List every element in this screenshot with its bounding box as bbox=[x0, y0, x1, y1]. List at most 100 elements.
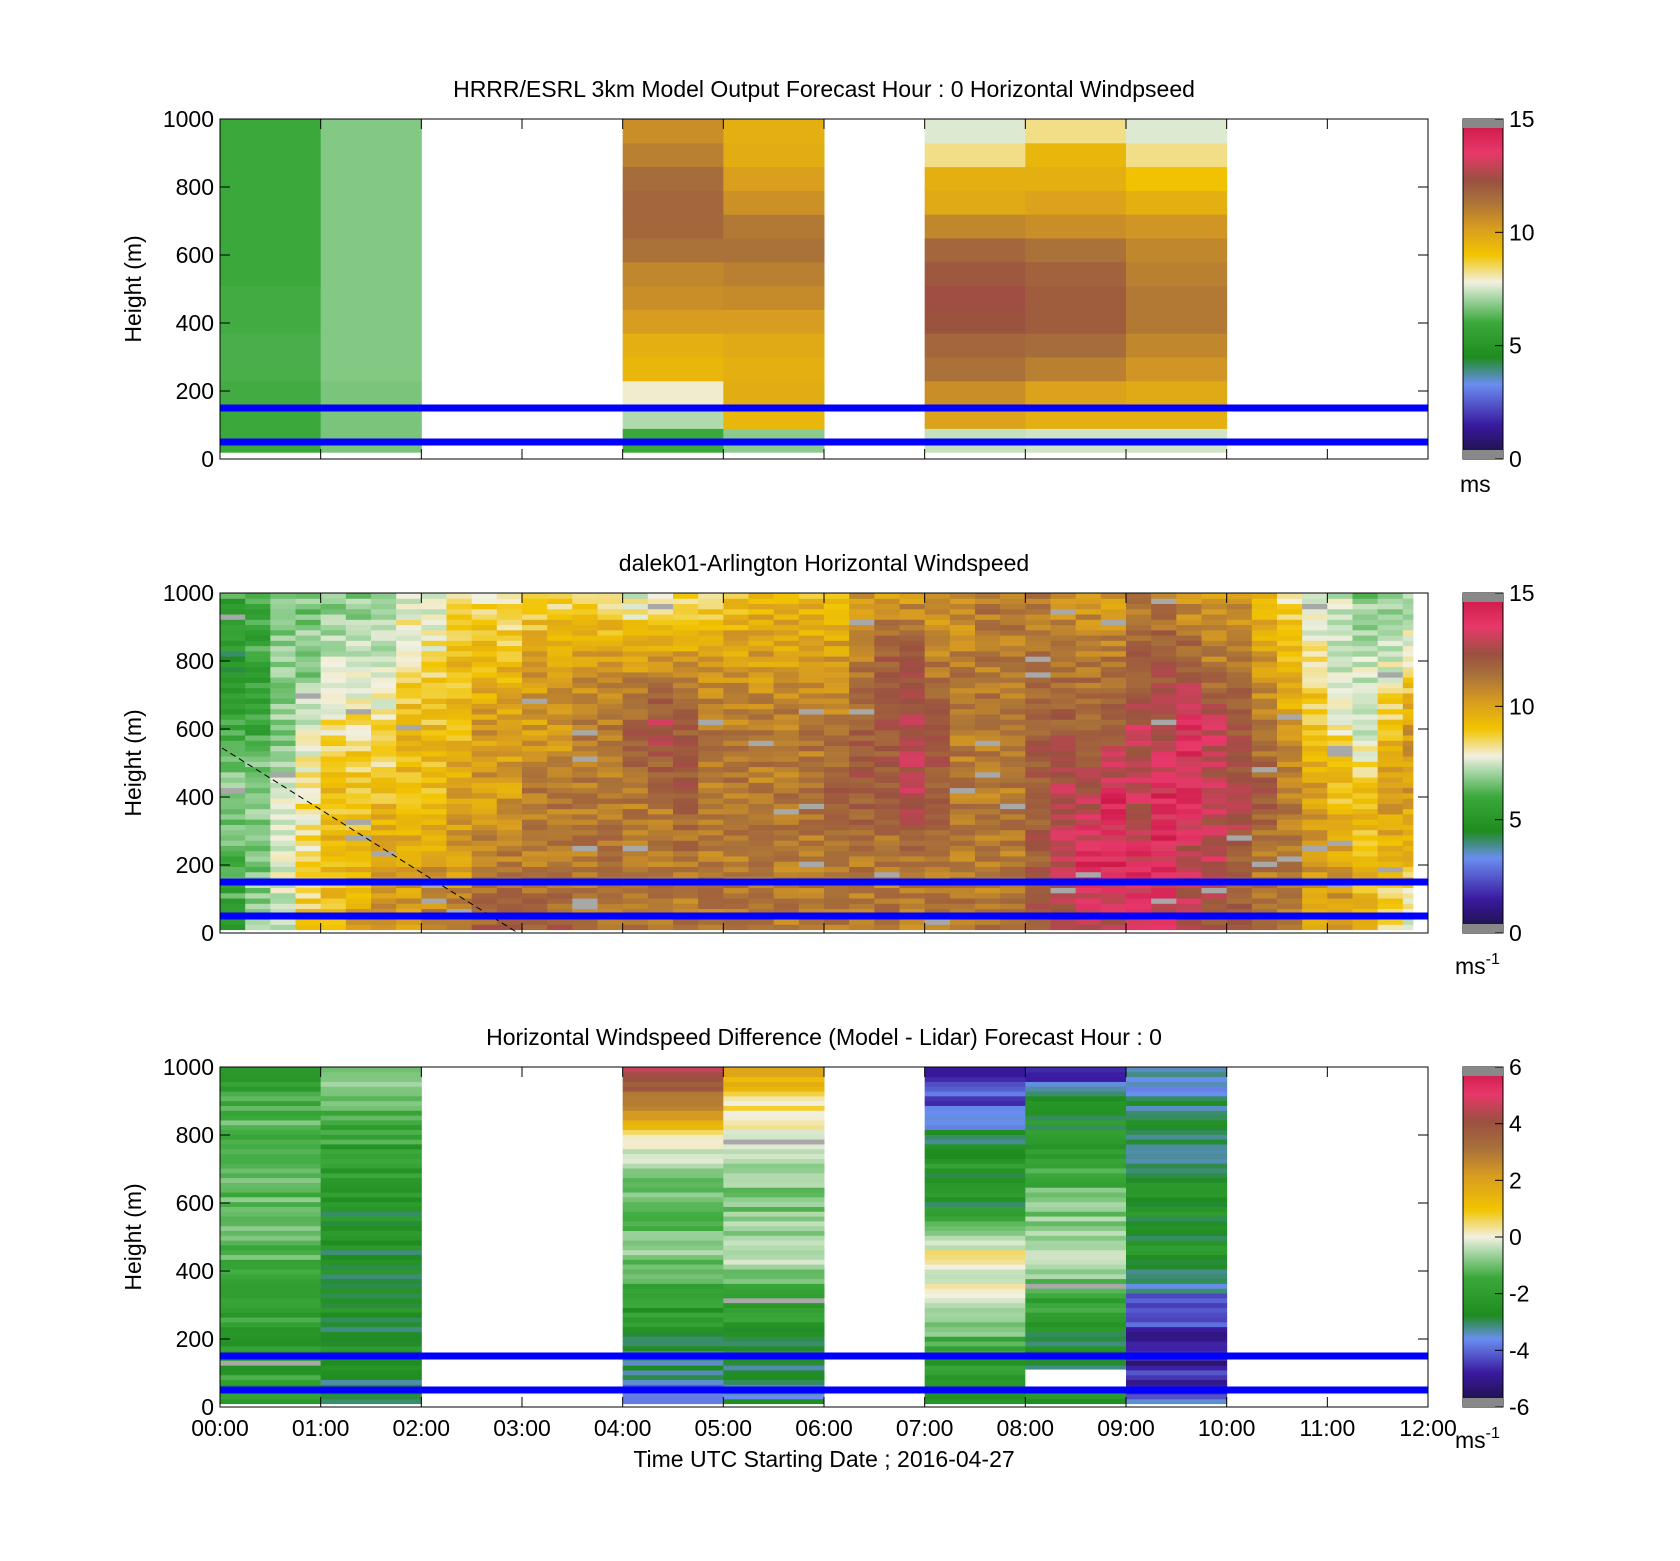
heatmap-cell bbox=[975, 603, 1001, 610]
heatmap-cell bbox=[824, 703, 850, 710]
heatmap-cell bbox=[1277, 713, 1303, 720]
heatmap-cell bbox=[1126, 766, 1152, 773]
heatmap-cell bbox=[547, 740, 573, 747]
heatmap-cell bbox=[1277, 782, 1303, 789]
heatmap-cell bbox=[320, 1196, 422, 1203]
heatmap-cell bbox=[622, 1163, 724, 1169]
heatmap-cell bbox=[245, 829, 271, 836]
heatmap-cell bbox=[1126, 682, 1152, 689]
heatmap-cell bbox=[1075, 724, 1102, 731]
heatmap-cell bbox=[698, 692, 724, 699]
heatmap-cell bbox=[1050, 871, 1077, 878]
heatmap-cell bbox=[1126, 761, 1152, 768]
heatmap-cell bbox=[1151, 808, 1177, 815]
heatmap-cell bbox=[245, 761, 271, 768]
heatmap-cell bbox=[320, 593, 347, 599]
heatmap-cell bbox=[1025, 640, 1051, 647]
heatmap-cell bbox=[622, 190, 724, 215]
heatmap-cell bbox=[1352, 866, 1379, 873]
heatmap-cell bbox=[1352, 824, 1379, 831]
heatmap-cell bbox=[1176, 745, 1202, 752]
y-tick-label: 1000 bbox=[163, 580, 214, 606]
heatmap-cell bbox=[849, 855, 875, 862]
heatmap-cell bbox=[748, 761, 775, 768]
heatmap-cell bbox=[295, 724, 322, 731]
heatmap-cell bbox=[522, 656, 548, 662]
heatmap-cell bbox=[773, 892, 800, 899]
heatmap-cell bbox=[597, 887, 624, 894]
heatmap-cell bbox=[849, 619, 875, 626]
heatmap-cell bbox=[673, 771, 699, 778]
heatmap-cell bbox=[1126, 724, 1152, 731]
heatmap-cell bbox=[572, 903, 598, 910]
y-tick-label: 800 bbox=[176, 1122, 214, 1148]
heatmap-cell bbox=[345, 640, 372, 647]
heatmap-cell bbox=[622, 1158, 724, 1164]
heatmap-cell bbox=[471, 803, 498, 810]
colorbar-tick-label: 15 bbox=[1509, 106, 1535, 132]
heatmap-cell bbox=[1025, 924, 1051, 931]
heatmap-cell bbox=[320, 661, 347, 668]
heatmap-cell bbox=[220, 1115, 322, 1121]
heatmap-cell bbox=[1402, 829, 1414, 836]
heatmap-cell bbox=[849, 640, 875, 647]
heatmap-cell bbox=[220, 1167, 322, 1174]
heatmap-cell bbox=[1100, 861, 1127, 867]
heatmap-cell bbox=[849, 756, 875, 762]
heatmap-cell bbox=[371, 598, 397, 605]
heatmap-cell bbox=[245, 771, 271, 778]
heatmap-cell bbox=[1176, 813, 1202, 820]
heatmap-cell bbox=[371, 614, 397, 620]
heatmap-cell bbox=[446, 803, 473, 810]
heatmap-cell bbox=[949, 619, 976, 626]
heatmap-cell bbox=[1025, 1398, 1127, 1405]
heatmap-cell bbox=[522, 829, 548, 836]
heatmap-cell bbox=[1277, 919, 1303, 925]
heatmap-cell bbox=[1126, 1220, 1228, 1227]
heatmap-cell bbox=[1402, 908, 1414, 915]
missing-data bbox=[1025, 1369, 1126, 1390]
heatmap-cell bbox=[1000, 666, 1026, 673]
heatmap-cell bbox=[1352, 729, 1379, 736]
heatmap-cell bbox=[220, 1086, 322, 1092]
heatmap-cell bbox=[371, 924, 397, 931]
heatmap-cell bbox=[1402, 713, 1414, 720]
heatmap-cell bbox=[496, 756, 523, 762]
heatmap-cell bbox=[1025, 766, 1051, 773]
heatmap-cell bbox=[496, 713, 523, 720]
heatmap-cell bbox=[1302, 724, 1328, 731]
heatmap-cell bbox=[1352, 603, 1379, 610]
heatmap-cell bbox=[723, 629, 749, 636]
heatmap-cell bbox=[1251, 766, 1278, 773]
heatmap-cell bbox=[1402, 687, 1414, 694]
heatmap-cell bbox=[496, 813, 523, 820]
heatmap-cell bbox=[1402, 903, 1414, 910]
heatmap-cell bbox=[723, 840, 749, 846]
heatmap-cell bbox=[270, 834, 296, 841]
heatmap-cell bbox=[320, 119, 422, 144]
heatmap-cell bbox=[320, 1235, 422, 1241]
heatmap-cell bbox=[1151, 829, 1177, 836]
heatmap-cell bbox=[1151, 645, 1177, 652]
heatmap-cell bbox=[220, 677, 246, 683]
heatmap-cell bbox=[924, 871, 951, 878]
heatmap-cell bbox=[622, 1283, 724, 1289]
heatmap-cell bbox=[849, 629, 875, 636]
heatmap-cell bbox=[1126, 677, 1152, 683]
heatmap-cell bbox=[924, 1264, 1026, 1270]
heatmap-cell bbox=[295, 855, 322, 862]
heatmap-cell bbox=[295, 645, 322, 652]
heatmap-cell bbox=[647, 908, 674, 915]
heatmap-cell bbox=[421, 903, 447, 910]
heatmap-cell bbox=[471, 903, 498, 910]
heatmap-cell bbox=[220, 871, 246, 878]
heatmap-cell bbox=[396, 866, 422, 873]
heatmap-cell bbox=[1025, 1115, 1127, 1121]
heatmap-cell bbox=[547, 724, 573, 731]
heatmap-cell bbox=[1327, 850, 1353, 857]
heatmap-cell bbox=[748, 713, 775, 720]
heatmap-cell bbox=[1100, 666, 1127, 673]
heatmap-cell bbox=[622, 380, 724, 406]
heatmap-cell bbox=[1402, 629, 1414, 636]
heatmap-cell bbox=[396, 624, 422, 631]
